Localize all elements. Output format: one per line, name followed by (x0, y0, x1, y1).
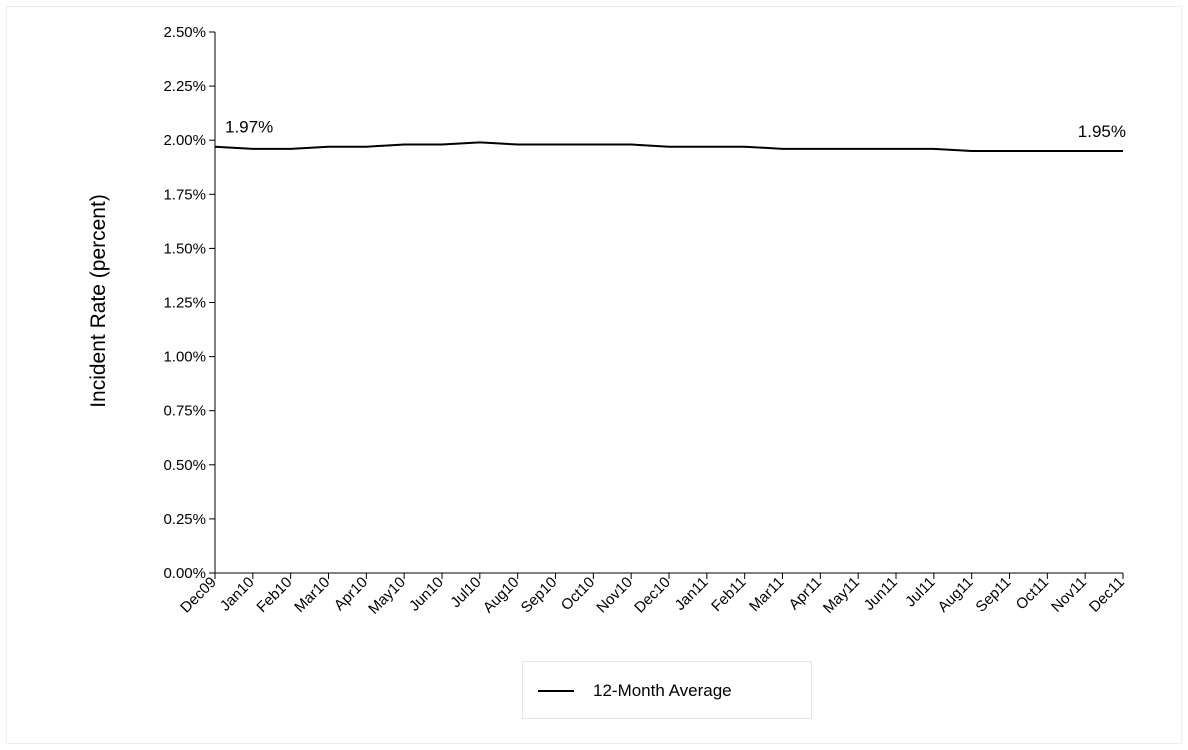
x-tick-label: Dec10 (631, 574, 674, 617)
x-tick-label: May11 (820, 574, 863, 617)
x-tick-label: Sep10 (518, 574, 561, 617)
legend-label: 12-Month Average (593, 681, 732, 700)
x-tick-label: Aug10 (480, 574, 523, 617)
annotation-group: 1.97% 1.95% (225, 118, 1126, 141)
y-tick-label: 0.50% (163, 457, 206, 474)
x-tick-label: Jan11 (672, 574, 712, 614)
x-tick-label: Jul11 (902, 574, 939, 611)
x-tick-label: Jan10 (217, 574, 258, 615)
x-tick-label: Mar11 (746, 574, 787, 615)
y-tick-label: 1.25% (163, 295, 206, 312)
y-tick-label: 0.25% (163, 511, 206, 528)
x-tick-label: Mar10 (291, 574, 333, 616)
x-tick-label: Apr10 (331, 574, 371, 614)
y-tick-label: 1.00% (163, 349, 206, 366)
y-tick-label: 2.25% (163, 78, 206, 95)
y-tick-label: 0.00% (163, 565, 206, 582)
y-axis-title: Incident Rate (percent) (87, 194, 110, 408)
series-line (214, 141, 1123, 153)
y-tick-label: 2.00% (163, 132, 206, 149)
x-tick-label: Oct10 (558, 574, 598, 614)
data-label: 1.95% (1078, 122, 1126, 141)
y-tick-label: 1.50% (163, 240, 206, 257)
x-tick-label: Nov11 (1048, 574, 1090, 616)
y-tick-label: 1.75% (163, 186, 206, 203)
y-tick-label: 2.50% (163, 24, 206, 41)
data-label: 1.97% (225, 118, 273, 137)
series-group (214, 141, 1123, 153)
x-tick-label: Jun10 (406, 574, 447, 615)
x-tick-label: Apr11 (786, 574, 826, 614)
x-tick-label: Feb10 (253, 574, 295, 616)
x-tick-label: Dec11 (1086, 574, 1128, 616)
y-tick-label: 0.75% (163, 403, 206, 420)
x-tick-label: Oct11 (1013, 574, 1053, 614)
x-tick-label: Jun11 (861, 574, 901, 614)
chart-frame (6, 6, 1182, 744)
x-tick-label: Jul10 (447, 574, 484, 611)
x-tick-label: Aug11 (935, 574, 977, 616)
legend: 12-Month Average (522, 661, 812, 719)
x-tick-label: May10 (365, 574, 409, 618)
legend-swatch-line (538, 690, 574, 692)
x-tick-label: Feb11 (708, 574, 749, 615)
x-tick-label: Sep11 (972, 574, 1014, 616)
y-axis: 0.00% 0.25% 0.50% 0.75% 1.00% 1.25% 1.50% 1.75%… (163, 24, 216, 582)
x-tick-label: Nov10 (593, 574, 636, 617)
